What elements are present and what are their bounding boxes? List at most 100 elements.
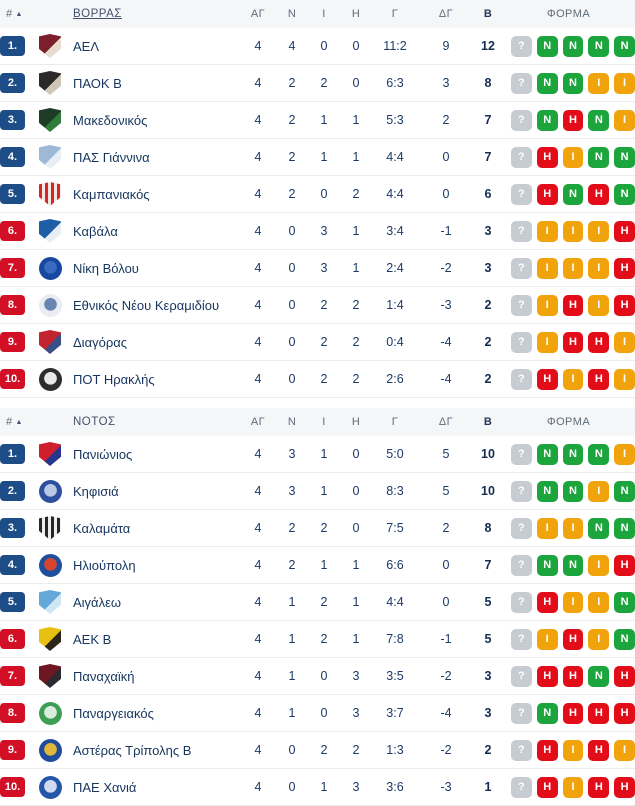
form-result-badge[interactable]: H	[588, 368, 610, 390]
form-result-badge[interactable]: I	[536, 257, 558, 279]
form-result-badge[interactable]: N	[588, 443, 610, 465]
form-result-badge[interactable]: H	[562, 331, 584, 353]
form-result-badge[interactable]: I	[536, 294, 558, 316]
form-result-badge[interactable]: H	[588, 331, 610, 353]
form-result-badge[interactable]: H	[614, 294, 635, 316]
form-result-badge[interactable]: N	[536, 554, 558, 576]
form-result-badge[interactable]: N	[588, 517, 610, 539]
col-header-goals[interactable]: Γ	[391, 416, 399, 428]
form-result-badge[interactable]: N	[588, 146, 610, 168]
team-name[interactable]: ΑΕΚ Β	[73, 631, 112, 647]
form-result-badge[interactable]: I	[562, 368, 584, 390]
form-result-badge[interactable]: N	[614, 480, 635, 502]
upcoming-match-badge[interactable]: ?	[511, 591, 532, 613]
form-result-badge[interactable]: N	[536, 480, 558, 502]
upcoming-match-badge[interactable]: ?	[511, 294, 532, 316]
col-header-points[interactable]: Β	[483, 8, 493, 20]
form-result-badge[interactable]: I	[562, 517, 584, 539]
form-result-badge[interactable]: N	[562, 480, 584, 502]
form-result-badge[interactable]: H	[536, 776, 558, 798]
form-result-badge[interactable]: H	[588, 776, 610, 798]
team-name[interactable]: Παναργειακός	[73, 705, 154, 721]
team-name[interactable]: Πανιώνιος	[73, 446, 133, 462]
form-result-badge[interactable]: I	[614, 368, 635, 390]
form-result-badge[interactable]: H	[588, 739, 610, 761]
form-result-badge[interactable]: I	[562, 591, 584, 613]
form-result-badge[interactable]: H	[614, 220, 635, 242]
team-name[interactable]: Αιγάλεω	[73, 594, 122, 610]
team-name[interactable]: Καμπανιακός	[73, 186, 150, 202]
form-result-badge[interactable]: N	[588, 665, 610, 687]
form-result-badge[interactable]: N	[536, 35, 558, 57]
team-name[interactable]: ΠΑΕ Χανιά	[73, 779, 137, 795]
form-result-badge[interactable]: I	[614, 739, 635, 761]
upcoming-match-badge[interactable]: ?	[511, 480, 532, 502]
form-result-badge[interactable]: N	[536, 443, 558, 465]
col-header-draws[interactable]: Ι	[322, 416, 326, 428]
upcoming-match-badge[interactable]: ?	[511, 72, 532, 94]
col-header-draws[interactable]: Ι	[322, 8, 326, 20]
form-result-badge[interactable]: N	[562, 443, 584, 465]
form-result-badge[interactable]: N	[562, 554, 584, 576]
form-result-badge[interactable]: I	[536, 220, 558, 242]
group-title-south[interactable]: ΝΟΤΟΣ	[73, 416, 116, 428]
form-result-badge[interactable]: H	[562, 665, 584, 687]
upcoming-match-badge[interactable]: ?	[511, 35, 532, 57]
form-result-badge[interactable]: I	[614, 72, 635, 94]
col-header-games[interactable]: ΑΓ	[250, 8, 266, 20]
team-name[interactable]: ΠΑΟΚ Β	[73, 75, 122, 91]
form-result-badge[interactable]: I	[588, 591, 610, 613]
team-name[interactable]: Εθνικός Νέου Κεραμιδίου	[73, 297, 220, 313]
form-result-badge[interactable]: I	[562, 739, 584, 761]
form-result-badge[interactable]: H	[536, 146, 558, 168]
form-result-badge[interactable]: H	[614, 554, 635, 576]
form-result-badge[interactable]: I	[614, 443, 635, 465]
form-result-badge[interactable]: H	[562, 628, 584, 650]
form-result-badge[interactable]: H	[562, 109, 584, 131]
form-result-badge[interactable]: H	[614, 702, 635, 724]
form-result-badge[interactable]: H	[536, 368, 558, 390]
form-result-badge[interactable]: I	[588, 220, 610, 242]
form-result-badge[interactable]: H	[536, 739, 558, 761]
form-result-badge[interactable]: H	[614, 257, 635, 279]
team-name[interactable]: Παναχαϊκή	[73, 668, 135, 684]
form-result-badge[interactable]: N	[536, 702, 558, 724]
form-result-badge[interactable]: I	[536, 517, 558, 539]
form-result-badge[interactable]: H	[536, 665, 558, 687]
upcoming-match-badge[interactable]: ?	[511, 443, 532, 465]
form-result-badge[interactable]: N	[614, 183, 635, 205]
team-name[interactable]: ΠΑΣ Γιάννινα	[73, 149, 150, 165]
form-result-badge[interactable]: N	[614, 35, 635, 57]
form-result-badge[interactable]: H	[536, 591, 558, 613]
upcoming-match-badge[interactable]: ?	[511, 331, 532, 353]
col-header-losses[interactable]: Η	[351, 8, 361, 20]
upcoming-match-badge[interactable]: ?	[511, 257, 532, 279]
team-name[interactable]: Αστέρας Τρίπολης Β	[73, 742, 192, 758]
form-result-badge[interactable]: I	[536, 628, 558, 650]
form-result-badge[interactable]: N	[614, 517, 635, 539]
form-result-badge[interactable]: I	[588, 628, 610, 650]
form-result-badge[interactable]: N	[536, 109, 558, 131]
form-result-badge[interactable]: N	[588, 35, 610, 57]
form-result-badge[interactable]: H	[562, 294, 584, 316]
col-header-wins[interactable]: Ν	[287, 8, 297, 20]
col-header-wins[interactable]: Ν	[287, 416, 297, 428]
form-result-badge[interactable]: N	[562, 183, 584, 205]
upcoming-match-badge[interactable]: ?	[511, 739, 532, 761]
team-name[interactable]: Κηφισιά	[73, 483, 119, 499]
upcoming-match-badge[interactable]: ?	[511, 776, 532, 798]
upcoming-match-badge[interactable]: ?	[511, 109, 532, 131]
form-result-badge[interactable]: H	[588, 183, 610, 205]
form-result-badge[interactable]: N	[588, 109, 610, 131]
col-header-goal-diff[interactable]: ΔΓ	[438, 8, 454, 20]
form-result-badge[interactable]: I	[536, 331, 558, 353]
form-result-badge[interactable]: I	[614, 331, 635, 353]
team-name[interactable]: ΠΟΤ Ηρακλής	[73, 371, 155, 387]
upcoming-match-badge[interactable]: ?	[511, 517, 532, 539]
form-result-badge[interactable]: N	[562, 35, 584, 57]
form-result-badge[interactable]: H	[536, 183, 558, 205]
team-name[interactable]: Διαγόρας	[73, 334, 127, 350]
col-header-losses[interactable]: Η	[351, 416, 361, 428]
form-result-badge[interactable]: I	[562, 146, 584, 168]
form-result-badge[interactable]: N	[562, 72, 584, 94]
